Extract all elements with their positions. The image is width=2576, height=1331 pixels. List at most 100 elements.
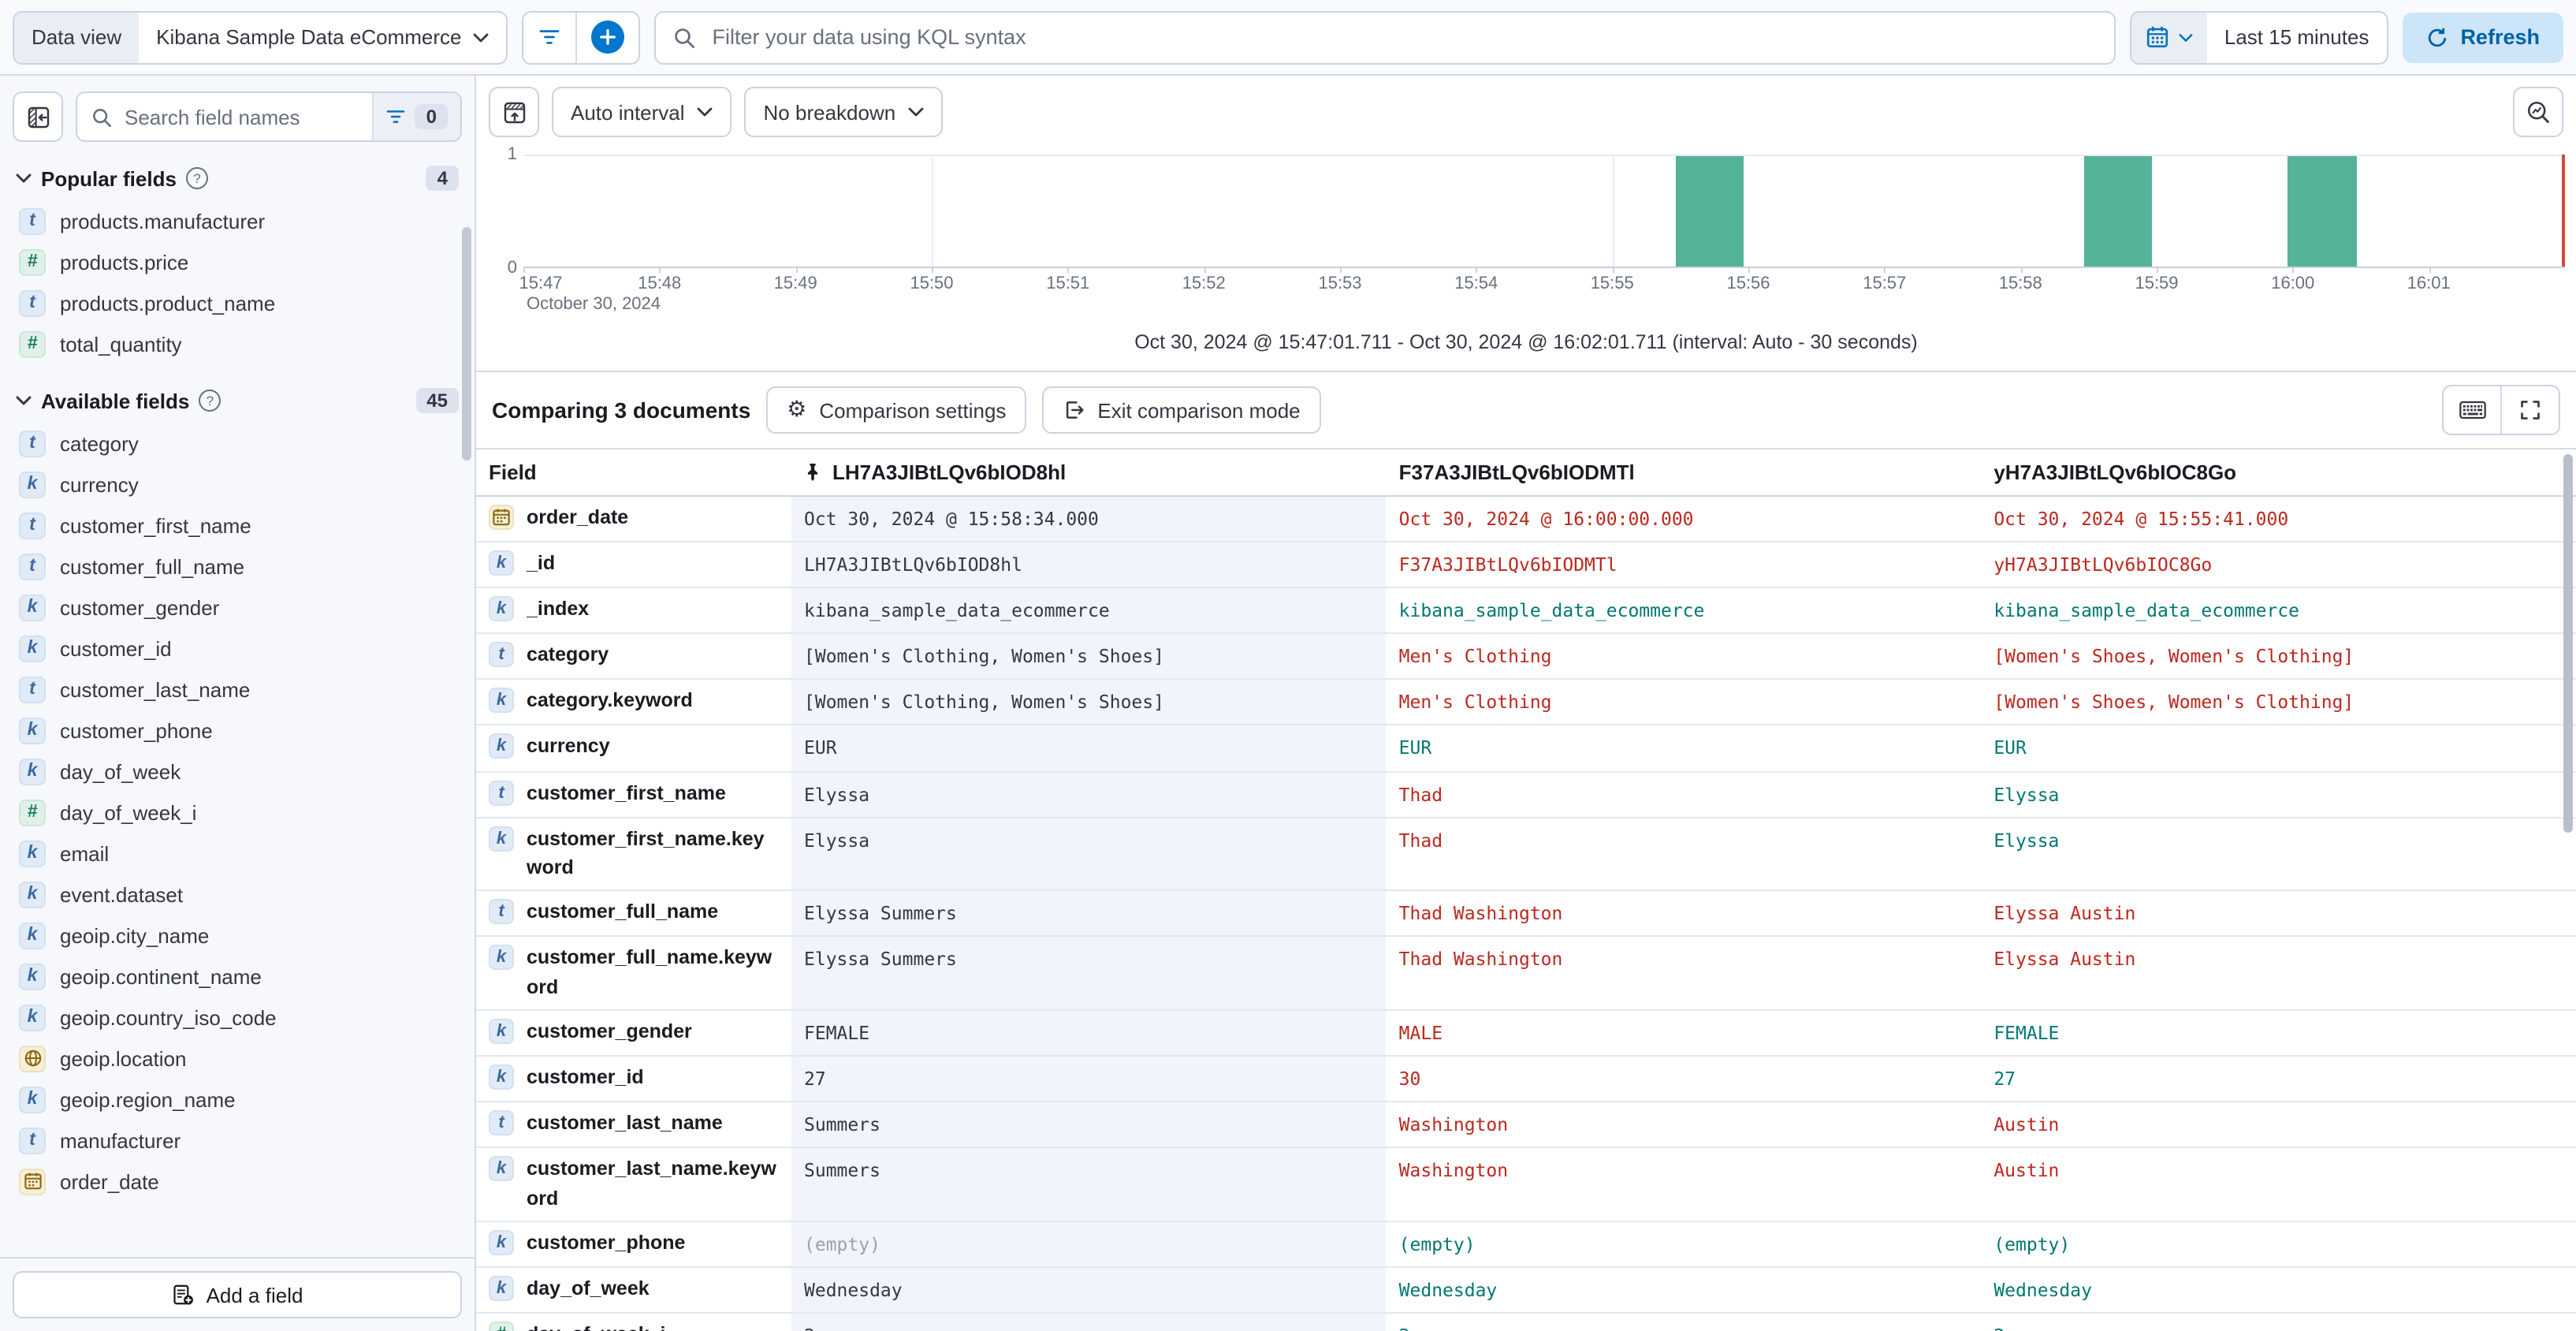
table-row: t category [Women's Clothing, Women's Shoe… — [476, 634, 2576, 680]
sidebar-field-item[interactable]: t customer_first_name — [13, 505, 462, 546]
document-id: LH7A3JIBtLQv6bIOD8hl — [832, 460, 1067, 484]
sidebar-field-item[interactable]: k geoip.region_name — [13, 1079, 462, 1120]
kql-search-bar[interactable] — [653, 10, 2116, 64]
value-cell: Oct 30, 2024 @ 15:58:34.000 — [791, 497, 1387, 542]
histogram-bar[interactable] — [2288, 156, 2356, 267]
sidebar-field-item[interactable]: k geoip.city_name — [13, 915, 462, 956]
value-cell: 2 — [1387, 1313, 1982, 1331]
field-search-text[interactable] — [121, 103, 373, 130]
sidebar-field-item[interactable]: k geoip.continent_name — [13, 956, 462, 997]
document-column-header[interactable]: F37A3JIBtLQv6bIODMTl — [1387, 449, 1982, 495]
sidebar-field-item[interactable]: # total_quantity — [13, 323, 462, 364]
x-tick-label: 15:54 — [1454, 274, 1498, 293]
field-name: day_of_week_i — [527, 1319, 666, 1331]
field-cell: k customer_phone — [476, 1221, 791, 1264]
popular-fields-title: Popular fields — [41, 166, 177, 190]
value-cell: Wednesday — [1993, 1278, 2092, 1301]
field-cell: k customer_full_name.keyword — [476, 938, 791, 1009]
sidebar-field-item[interactable]: k currency — [13, 464, 462, 505]
collapse-sidebar-button[interactable] — [13, 91, 63, 142]
value-cell: Washington — [1398, 1159, 1509, 1182]
sidebar-field-item[interactable]: t customer_last_name — [13, 669, 462, 710]
value-cell: Oct 30, 2024 @ 15:55:41.000 — [1993, 508, 2289, 530]
sidebar-field-item[interactable]: k customer_gender — [13, 587, 462, 628]
comparison-title: Comparing 3 documents — [492, 397, 751, 423]
sidebar-field-item[interactable]: # products.price — [13, 241, 462, 282]
field-cell: t customer_first_name — [476, 772, 791, 815]
histogram-bar[interactable] — [2083, 156, 2152, 267]
value-cell: Wednesday — [791, 1267, 1387, 1312]
add-field-button[interactable]: Add a field — [13, 1271, 462, 1318]
sidebar-field-item[interactable]: geoip.location — [13, 1038, 462, 1079]
sidebar-field-item[interactable]: k email — [13, 833, 462, 874]
number-field-icon: # — [19, 799, 46, 826]
data-view-select[interactable]: Kibana Sample Data eCommerce — [139, 12, 505, 62]
available-fields-header[interactable]: Available fields ? 45 — [16, 388, 459, 413]
time-range-display[interactable]: Last 15 minutes — [2224, 25, 2369, 49]
sidebar-field-item[interactable]: k customer_phone — [13, 710, 462, 751]
sidebar-field-item[interactable]: # day_of_week_i — [13, 792, 462, 833]
chart-plot-area[interactable] — [523, 155, 2565, 268]
value-cell: Elyssa — [791, 772, 1387, 817]
sidebar-field-item[interactable]: t category — [13, 423, 462, 464]
field-filter-button[interactable]: 0 — [372, 93, 460, 140]
field-name-label: customer_last_name — [60, 677, 251, 701]
keyboard-shortcuts-button[interactable] — [2444, 386, 2500, 434]
x-tick-label: 16:01 — [2407, 274, 2451, 293]
sidebar-field-item[interactable]: k day_of_week — [13, 751, 462, 792]
refresh-button[interactable]: Refresh — [2402, 12, 2563, 62]
sidebar-field-item[interactable]: t customer_full_name — [13, 546, 462, 587]
histogram-bar[interactable] — [1675, 156, 1744, 267]
filter-icon[interactable] — [523, 12, 575, 62]
sidebar-field-item[interactable]: t products.product_name — [13, 282, 462, 323]
x-tick-label: 15:59 — [2135, 274, 2179, 293]
popular-fields-count: 4 — [426, 166, 459, 191]
popular-fields-header[interactable]: Popular fields ? 4 — [16, 166, 459, 191]
exit-comparison-button[interactable]: Exit comparison mode — [1042, 386, 1321, 434]
date-picker-button[interactable] — [2131, 12, 2207, 62]
x-tick-mark — [2157, 268, 2158, 273]
x-tick-label: 15:52 — [1182, 274, 1226, 293]
edit-visualization-button[interactable] — [2513, 87, 2563, 137]
keyword-field-icon: k — [489, 1018, 514, 1044]
value-cell: Wednesday — [1398, 1278, 1498, 1301]
fullscreen-button[interactable] — [2500, 386, 2559, 434]
document-column-header[interactable]: yH7A3JIBtLQv6bIOC8Go — [1981, 449, 2576, 495]
sidebar-field-item[interactable]: k geoip.country_iso_code — [13, 997, 462, 1038]
field-cell: k day_of_week — [476, 1267, 791, 1310]
sidebar-field-item[interactable]: k event.dataset — [13, 874, 462, 915]
document-column-header[interactable]: LH7A3JIBtLQv6bIOD8hl — [791, 449, 1387, 495]
field-search-input[interactable]: 0 — [76, 91, 462, 142]
chevron-down-icon — [698, 107, 713, 117]
chevron-down-icon — [908, 107, 924, 117]
sidebar-field-item[interactable]: k customer_id — [13, 628, 462, 669]
x-tick-mark — [2020, 268, 2023, 273]
date-field-icon — [489, 505, 514, 530]
data-view-picker[interactable]: Data view Kibana Sample Data eCommerce — [13, 10, 508, 64]
keyword-field-icon: k — [489, 1229, 514, 1255]
field-cell: t category — [476, 635, 791, 677]
breakdown-select[interactable]: No breakdown — [744, 87, 944, 137]
hide-histogram-button[interactable] — [489, 87, 539, 137]
value-cell: kibana_sample_data_ecommerce — [1398, 599, 1705, 622]
field-name-label: category — [60, 431, 139, 455]
sidebar-field-item[interactable]: t manufacturer — [13, 1120, 462, 1161]
calendar-icon — [2146, 25, 2169, 49]
value-cell: Elyssa Summers — [791, 937, 1387, 1009]
table-row: k customer_phone (empty) (empty) (empty) — [476, 1221, 2576, 1268]
table-scrollbar[interactable] — [2563, 454, 2573, 833]
panel-collapse-left-icon — [26, 105, 50, 129]
x-tick-mark — [1884, 268, 1886, 273]
help-icon: ? — [185, 167, 208, 189]
field-filter-count-badge: 0 — [415, 104, 448, 129]
comparison-settings-button[interactable]: ⚙ Comparison settings — [766, 386, 1027, 434]
sidebar-field-item[interactable]: order_date — [13, 1161, 462, 1202]
value-cell: Austin — [1993, 1159, 2060, 1182]
keyword-field-icon: k — [19, 1086, 46, 1113]
current-time-marker — [2562, 155, 2565, 267]
sidebar-scrollbar[interactable] — [462, 227, 471, 460]
add-filter-button[interactable] — [576, 12, 638, 62]
sidebar-field-item[interactable]: t products.manufacturer — [13, 200, 462, 241]
interval-select[interactable]: Auto interval — [552, 87, 732, 137]
kql-query-input[interactable] — [709, 24, 2097, 50]
